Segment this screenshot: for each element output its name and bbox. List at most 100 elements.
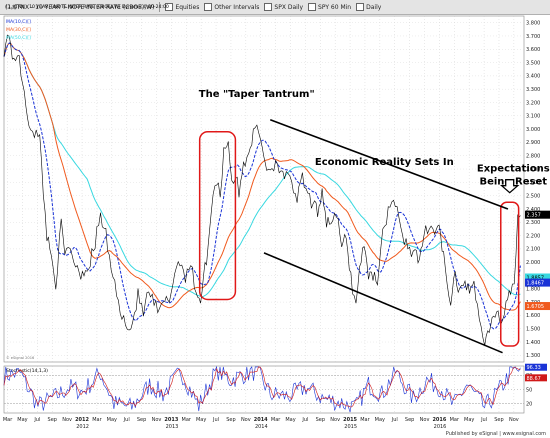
economic-reality-label: Economic Reality Sets In: [315, 157, 454, 168]
x-year-label: 2014: [255, 424, 268, 430]
last-value-label: 88.67: [527, 376, 541, 382]
taper-tantrum-box: [198, 131, 237, 301]
x-year-label: 2014: [254, 417, 268, 423]
y-tick-label: 3.200: [526, 100, 540, 106]
spx-daily-label: SPX Daily: [274, 3, 304, 11]
price-panel-header: (1,$TNX - 10 YEAR T-NOTE INTER RATE (CBO…: [6, 4, 169, 10]
y-tick-label: 3.000: [526, 127, 540, 133]
chart-icon: [356, 3, 365, 11]
x-year-label: 2015: [344, 424, 357, 430]
daily-label: Daily: [366, 3, 382, 11]
toolbar: (1,$TNX - 10 YEAR T-NOTE INTER RATE (CBO…: [0, 0, 550, 15]
x-tick-label: Mar: [92, 417, 102, 423]
chart-icon: [264, 3, 273, 11]
watermark: © eSignal 2016: [6, 356, 35, 360]
x-tick-label: Jul: [480, 417, 487, 423]
x-tick-label: Jul: [391, 417, 398, 423]
y-tick-label: 3.300: [526, 87, 540, 93]
folder-icon: [165, 3, 174, 11]
stochastic-tick-label: 50: [526, 387, 532, 393]
price-panel: 1.3001.4001.5001.6001.7001.8001.9002.000…: [3, 4, 550, 363]
daily-button[interactable]: Daily: [356, 3, 381, 11]
x-tick-label: Mar: [360, 417, 370, 423]
x-tick-label: Nov: [152, 417, 162, 423]
folder-icon: [204, 3, 213, 11]
x-tick-label: Mar: [182, 417, 192, 423]
y-tick-label: 2.500: [526, 193, 540, 199]
publisher-note: Published by eSignal | www.esignal.com: [445, 431, 546, 437]
x-tick-label: May: [375, 417, 385, 423]
x-tick-label: May: [107, 417, 117, 423]
y-tick-label: 2.200: [526, 233, 540, 239]
x-year-label: 2012: [76, 424, 89, 430]
x-tick-label: May: [464, 417, 474, 423]
x-tick-label: Jul: [212, 417, 219, 423]
last-value-badge: [525, 302, 550, 311]
last-value-badge: [525, 374, 547, 382]
y-tick-label: 3.100: [526, 114, 540, 120]
x-tick-label: Jul: [301, 417, 308, 423]
legend-entry: MA(50,C)[]: [6, 35, 31, 41]
x-tick-label: Nov: [509, 417, 519, 423]
x-tick-label: Mar: [271, 417, 281, 423]
y-tick-label: 3.600: [526, 47, 540, 53]
equities-menu[interactable]: Equities: [165, 3, 199, 11]
x-tick-label: Sep: [316, 417, 325, 423]
toolbar-separator: [159, 2, 161, 12]
x-tick-label: Mar: [450, 417, 460, 423]
channel-lower-line: [263, 252, 503, 354]
last-value-badge: [525, 273, 550, 282]
y-tick-label: 3.800: [526, 20, 540, 26]
taper-tantrum-label: The "Taper Tantrum": [199, 89, 315, 100]
down-arrow-icon: [499, 179, 520, 194]
equities-label: Equities: [175, 3, 200, 11]
x-tick-label: Sep: [494, 417, 503, 423]
x-tick-label: May: [17, 417, 27, 423]
spx-daily-button[interactable]: SPX Daily: [264, 3, 303, 11]
spy-60-min-label: SPY 60 Min: [318, 3, 352, 11]
x-year-label: 2012: [75, 417, 89, 423]
y-tick-label: 3.400: [526, 74, 540, 80]
y-tick-label: 3.500: [526, 60, 540, 66]
x-tick-label: Nov: [62, 417, 72, 423]
y-tick-label: 2.600: [526, 180, 540, 186]
x-year-label: 2013: [164, 417, 178, 423]
last-value-label: 1.6705: [527, 304, 545, 310]
y-tick-label: 3.700: [526, 34, 540, 40]
y-tick-label: 2.800: [526, 154, 540, 160]
x-year-label: 2016: [432, 417, 446, 423]
stochastic-tick-label: 20: [526, 401, 532, 407]
last-value-badge: [525, 210, 550, 219]
x-tick-label: May: [285, 417, 295, 423]
x-tick-label: Sep: [48, 417, 57, 423]
last-value-badge: [525, 278, 550, 287]
ma-50-line: [3, 42, 521, 298]
other-intervals-menu[interactable]: Other Intervals: [204, 3, 259, 11]
last-value-badge: [525, 363, 547, 371]
last-value-label: 96.33: [527, 365, 541, 371]
y-tick-label: 2.400: [526, 207, 540, 213]
price-line: [3, 34, 521, 346]
symbol-menu[interactable]: (1,$TNX - 10 YEAR T-NOTE INTER RATE (CBO…: [5, 4, 154, 11]
expectations-box: [500, 201, 520, 347]
x-axis: Mar May Jul Sep Nov 2012 Mar May Jul Sep Nov 2013 Ma…: [3, 417, 519, 430]
y-tick-label: 1.800: [526, 287, 540, 293]
y-tick-label: 2.700: [526, 167, 540, 173]
channel-upper-line: [269, 119, 509, 210]
x-year-label: 2015: [343, 417, 357, 423]
x-tick-label: Nov: [330, 417, 340, 423]
stochastic-k-line: [3, 365, 521, 413]
chart-icon: [308, 3, 317, 11]
stochastic-d-line: [3, 366, 521, 408]
legend-entry: MA(10,C)[]: [6, 19, 31, 25]
y-tick-label: 1.300: [526, 353, 540, 359]
y-tick-label: 1.600: [526, 313, 540, 319]
spy-60-min-button[interactable]: SPY 60 Min: [308, 3, 351, 11]
last-value-label: 2.357: [527, 213, 541, 219]
x-tick-label: Nov: [241, 417, 251, 423]
x-tick-label: Sep: [405, 417, 414, 423]
toolbar-symbol: (1,$TNX - 10 YEAR T-NOTE INTER RATE (CBO…: [5, 3, 155, 11]
x-tick-label: May: [196, 417, 206, 423]
